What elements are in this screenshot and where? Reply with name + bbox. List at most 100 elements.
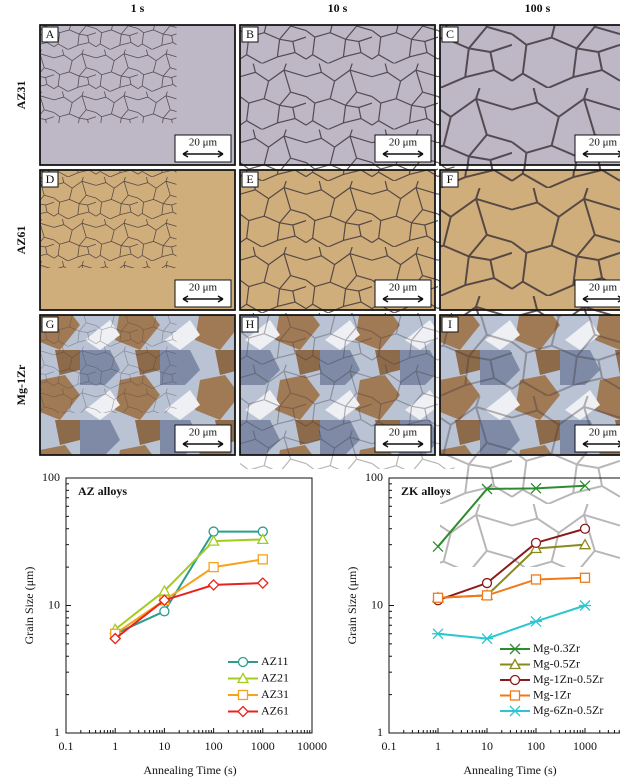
- scale-label: 20 μm: [589, 282, 618, 294]
- x-tick-label: 10000: [297, 739, 327, 753]
- marker: [509, 690, 521, 701]
- letter-box: [241, 26, 259, 43]
- micrographs: 1 s 10 s 100 s AZ31 AZ61 Mg-1Zr A 20 μm B 20 μm C 2…: [14, 1, 620, 567]
- y-tick-label: 10: [371, 597, 383, 611]
- legend-label: Mg-1Zr: [533, 687, 571, 701]
- marker: [509, 674, 521, 686]
- scale-label: 20 μm: [389, 427, 418, 439]
- series-line: [437, 484, 586, 548]
- series-line: [437, 527, 586, 602]
- panel-frame: [239, 169, 436, 311]
- letter-box: [41, 26, 59, 43]
- series-line: [114, 538, 263, 631]
- panel-letter: I: [448, 317, 452, 331]
- scale-box: [374, 279, 432, 308]
- series-line: [114, 530, 263, 635]
- marker: [481, 577, 493, 589]
- y-tick-label: 100: [42, 470, 60, 484]
- series-line: [114, 582, 263, 640]
- marker: [256, 533, 269, 545]
- panel-frame: [239, 314, 436, 456]
- marker: [530, 574, 542, 585]
- marker: [158, 594, 171, 607]
- scale-label: 20 μm: [189, 282, 218, 294]
- scale-label: 20 μm: [189, 427, 218, 439]
- x-tick-label: 1000: [573, 739, 597, 753]
- scale-box: [174, 424, 232, 453]
- micrograph: E 20 μm: [239, 169, 455, 324]
- marker: [579, 600, 591, 611]
- row-label: Mg-1Zr: [14, 364, 28, 405]
- scale-arrow: [182, 440, 224, 448]
- chart-title: ZK alloys: [401, 484, 451, 498]
- marker: [256, 577, 269, 589]
- y-tick-label: 10: [48, 597, 60, 611]
- y-tick-label: 1: [54, 725, 60, 739]
- marker: [236, 672, 250, 684]
- row-label: AZ61: [14, 226, 28, 255]
- y-tick-label: 100: [365, 470, 383, 484]
- scale-label: 20 μm: [389, 137, 418, 149]
- scale-box: [374, 424, 432, 453]
- legend-label: Mg-1Zn-0.5Zr: [533, 672, 603, 686]
- x-axis-label: Annealing Time (s): [463, 763, 556, 777]
- panel-frame: [239, 24, 436, 166]
- letter-box: [41, 171, 59, 188]
- marker: [530, 537, 542, 549]
- scale-arrow: [382, 295, 424, 303]
- marker: [237, 705, 249, 718]
- letter-box: [41, 316, 59, 333]
- letter-box: [441, 171, 459, 188]
- marker: [432, 628, 444, 640]
- marker: [257, 554, 268, 565]
- marker: [509, 643, 521, 655]
- panel-letter: D: [46, 172, 55, 186]
- column-header: 10 s: [328, 1, 348, 15]
- micrograph: A 20 μm: [39, 24, 236, 166]
- panel-frame: [439, 314, 620, 456]
- scale-arrow: [182, 295, 224, 303]
- panel-frame: [39, 24, 236, 166]
- grain-boundaries: [40, 170, 177, 268]
- marker: [578, 538, 592, 550]
- marker: [207, 579, 220, 591]
- series-line: [437, 604, 586, 640]
- panel-letter: B: [246, 27, 254, 41]
- marker: [208, 561, 219, 573]
- scale-box: [574, 279, 620, 308]
- legend-label: Mg-0.5Zr: [533, 656, 580, 670]
- chart-title: AZ alloys: [78, 484, 127, 498]
- marker: [237, 689, 249, 701]
- scale-label: 20 μm: [189, 137, 218, 149]
- panel-frame: [39, 314, 236, 456]
- scale-arrow: [582, 150, 620, 158]
- marker: [208, 526, 219, 537]
- panel-letter: G: [46, 317, 55, 331]
- x-tick-label: 0.1: [59, 739, 74, 753]
- column-header: 100 s: [525, 1, 551, 15]
- x-tick-label: 10: [481, 739, 493, 753]
- y-axis-label: Grain Size (μm): [22, 567, 36, 645]
- scale-label: 20 μm: [389, 282, 418, 294]
- micrograph: G 20 μm: [39, 314, 236, 456]
- x-tick-label: 1: [435, 739, 441, 753]
- grain-boundaries: [40, 315, 177, 413]
- marker: [432, 592, 444, 603]
- column-header: 1 s: [131, 1, 145, 15]
- x-tick-label: 10: [158, 739, 170, 753]
- letter-box: [441, 26, 459, 43]
- micrograph: H 20 μm: [239, 314, 455, 469]
- marker: [432, 541, 444, 553]
- marker: [159, 606, 170, 617]
- panel-letter: F: [447, 172, 454, 186]
- marker: [579, 572, 591, 583]
- marker: [508, 658, 522, 670]
- micrograph: B 20 μm: [239, 24, 455, 179]
- y-axis-label: Grain Size (μm): [345, 567, 359, 645]
- marker: [579, 523, 591, 534]
- x-tick-label: 100: [527, 739, 545, 753]
